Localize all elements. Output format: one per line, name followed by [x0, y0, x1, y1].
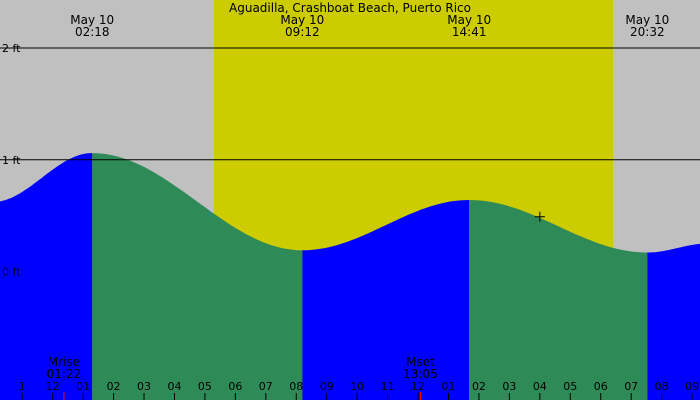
y-tick-label: 0 ft — [2, 266, 21, 279]
extreme-time-label: 14:41 — [452, 25, 487, 39]
extreme-date-label: May 10 — [70, 13, 114, 27]
current-time-marker — [534, 211, 545, 222]
x-tick-label: 04 — [167, 380, 181, 393]
x-tick-label: 02 — [472, 380, 486, 393]
x-tick-label: 03 — [502, 380, 516, 393]
falling-tide-segment — [469, 200, 648, 400]
x-tick-label: 07 — [624, 380, 638, 393]
extreme-date-label: May 10 — [447, 13, 491, 27]
x-tick-label: 09 — [320, 380, 334, 393]
x-tick-label: 02 — [107, 380, 121, 393]
tide-areas — [0, 153, 700, 400]
rising-tide-segment — [302, 200, 470, 400]
extreme-date-label: May 10 — [625, 13, 669, 27]
y-gridlines — [0, 47, 700, 161]
extreme-date-label: May 10 — [280, 13, 324, 27]
x-tick-label: 04 — [533, 380, 547, 393]
x-tick-label: 10 — [350, 380, 364, 393]
x-tick-label: 01 — [76, 380, 90, 393]
extreme-time-label: 20:32 — [630, 25, 665, 39]
y-tick-label: 1 ft — [2, 154, 21, 167]
x-tick-label: 08 — [655, 380, 669, 393]
x-tick-label: 06 — [594, 380, 608, 393]
moon-event-label: Mrise — [48, 355, 80, 369]
x-tick-label: 03 — [137, 380, 151, 393]
x-tick-label: 09 — [685, 380, 699, 393]
chart-title: Aguadilla, Crashboat Beach, Puerto Rico — [229, 1, 471, 15]
x-tick-label: 05 — [563, 380, 577, 393]
falling-tide-segment — [92, 153, 303, 400]
x-tick-label: 11 — [381, 380, 395, 393]
rising-tide-segment — [647, 243, 700, 400]
x-tick-label: 01 — [441, 380, 455, 393]
y-axis-labels: 2 ft 1 ft 0 ft — [2, 42, 21, 278]
x-tick-label: 07 — [259, 380, 273, 393]
x-tick-label: 06 — [228, 380, 242, 393]
moon-event-label: Mset — [406, 355, 435, 369]
x-axis-ticks: 1 12 01 02 03 04 05 06 07 08 09 10 11 12 01 02 03 04 05 06 0… — [19, 380, 699, 400]
x-tick-label: 1 — [19, 380, 26, 393]
x-tick-label: 05 — [198, 380, 212, 393]
y-tick-label: 2 ft — [2, 42, 21, 55]
extreme-time-label: 09:12 — [285, 25, 320, 39]
x-tick-label: 08 — [289, 380, 303, 393]
moon-event-time: 01:22 — [47, 367, 82, 381]
x-tick-label: 12 — [46, 380, 60, 393]
extreme-time-label: 02:18 — [75, 25, 110, 39]
moon-event-time: 13:05 — [403, 367, 438, 381]
rising-tide-segment — [0, 153, 93, 400]
x-tick-label: 12 — [411, 380, 425, 393]
